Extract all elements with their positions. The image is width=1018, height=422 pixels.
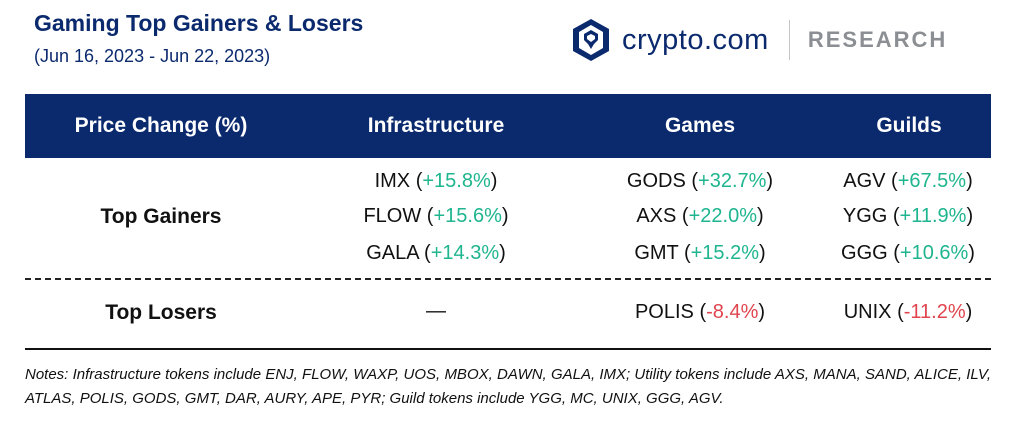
column-header-games: Games xyxy=(664,114,736,137)
loser-cell: UNIX (-11.2%) xyxy=(843,301,973,323)
gainer-cell: AGV (+67.5%) xyxy=(843,170,973,192)
gainer-cell: FLOW (+15.6%) xyxy=(363,205,509,227)
gainer-cell: GALA (+14.3%) xyxy=(366,242,506,264)
column-header-guilds: Guilds xyxy=(876,114,942,137)
gainer-cell: GGG (+10.6%) xyxy=(841,242,975,264)
column-header-infrastructure: Infrastructure xyxy=(367,114,505,137)
gainer-cell: IMX (+15.8%) xyxy=(374,170,498,192)
table-header: Price Change (%) Infrastructure Games Gu… xyxy=(25,94,991,158)
loser-cell: POLIS (-8.4%) xyxy=(634,301,766,323)
date-range-subtitle: (Jun 16, 2023 - Jun 22, 2023) xyxy=(34,46,271,66)
gainer-cell: YGG (+11.9%) xyxy=(842,205,974,227)
brand-divider xyxy=(788,20,790,60)
brand-name: crypto.com xyxy=(622,23,769,56)
gainer-cell: AXS (+22.0%) xyxy=(636,205,764,227)
loser-cell-empty: — xyxy=(426,300,446,322)
section-divider-dashed xyxy=(25,278,991,280)
footnote: Notes: Infrastructure tokens include ENJ… xyxy=(25,366,991,407)
brand-header: crypto.com RESEARCH xyxy=(572,18,947,62)
gainer-cell: GMT (+15.2%) xyxy=(634,242,766,264)
brand-section-label: RESEARCH xyxy=(807,27,948,52)
crypto-com-lion-shield-icon xyxy=(573,19,609,61)
row-label-top-losers: Top Losers xyxy=(105,301,217,324)
gainer-cell: GODS (+32.7%) xyxy=(626,170,774,192)
report-title: Gaming Top Gainers & Losers xyxy=(34,10,364,36)
table-bottom-rule xyxy=(25,348,991,350)
column-header-price-change: Price Change (%) xyxy=(74,114,248,137)
row-label-top-gainers: Top Gainers xyxy=(100,205,222,228)
